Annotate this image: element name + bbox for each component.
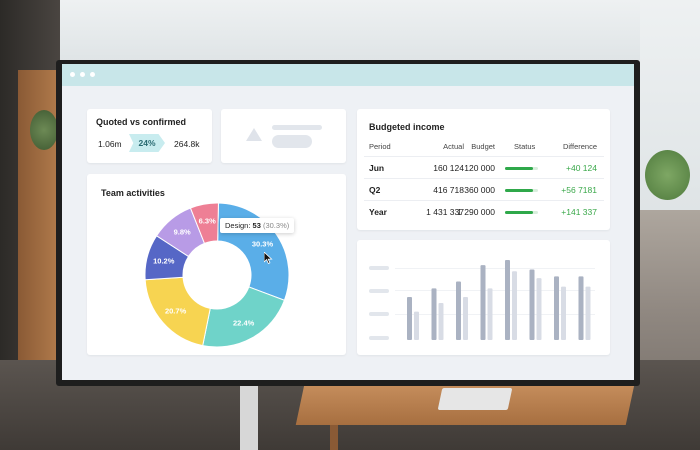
monitor-stand [240,385,258,450]
status-bar [505,189,538,192]
row-actual: 1 431 337 [426,207,464,217]
column-header-budget: Budget [471,142,495,151]
bar[interactable] [529,269,535,340]
donut-segment-label: 20.7% [164,306,187,316]
column-header-status: Status [514,142,536,151]
row-actual: 416 718 [433,185,464,195]
column-header-period: Period [369,142,391,151]
confirmed-value: 264.8k [174,139,200,149]
bar[interactable] [463,297,468,340]
donut-segment-label: 10.2% [153,256,175,266]
conversion-percent: 24% [138,138,156,148]
background-plant [30,110,58,150]
tooltip-value: 53 [252,221,261,230]
donut-segment-label: 22.4% [233,318,255,328]
status-fill [505,167,534,170]
bar[interactable] [480,265,486,340]
bar[interactable] [456,281,461,340]
table-divider [364,178,604,179]
bar[interactable] [561,286,566,340]
window-dot-icon[interactable] [90,72,95,77]
row-actual: 160 124 [433,163,464,173]
quoted-value: 1.06m [98,139,122,149]
row-budget: 1 290 000 [457,207,495,217]
donut-segment[interactable] [202,286,286,347]
placeholder-pill [272,135,312,148]
window-dot-icon[interactable] [80,72,85,77]
background-plant-right [645,150,690,200]
chart-tooltip: Design: 53 (30.3%) [220,218,295,233]
bar[interactable] [414,311,419,340]
quoted-vs-confirmed-title: Quoted vs confirmed [96,117,187,127]
y-axis-label-placeholder [369,312,389,316]
status-fill [505,189,534,192]
bar[interactable] [438,303,444,340]
bar-chart [407,260,591,340]
tooltip-percent: (30.3%) [262,221,290,230]
status-bar [505,211,538,214]
background-window [60,0,640,62]
conversion-chevron [129,134,165,152]
bar[interactable] [431,288,437,340]
column-header-difference: Difference [562,142,597,151]
bar[interactable] [505,260,510,340]
dashboard-screen: Quoted vs confirmed 1.06m 24% 264.8k Bud… [62,64,634,380]
row-budget: 120 000 [464,163,495,173]
row-difference: +40 124 [566,163,597,173]
keyboard [437,388,513,410]
row-period: Year [369,207,387,217]
bar[interactable] [407,297,412,340]
row-difference: +141 337 [561,207,597,217]
status-bar [505,167,538,170]
bar[interactable] [585,286,591,340]
y-axis-label-placeholder [369,289,389,293]
window-titlebar [62,64,634,86]
status-fill [505,211,534,214]
team-activities-title: Team activities [101,188,165,198]
triangle-icon [246,128,262,141]
desk-leg [330,425,338,450]
budgeted-income-card [357,109,610,230]
row-period: Jun [369,163,385,173]
mouse-cursor-icon [264,252,273,264]
window-dot-icon[interactable] [70,72,75,77]
row-period: Q2 [369,185,381,195]
table-divider [364,200,604,201]
row-budget: 360 000 [464,185,495,195]
donut-labels: 30.3% 22.4% 20.7% 10.2% 9.8% 6.3% [145,203,289,347]
bar[interactable] [554,276,559,340]
bar[interactable] [578,276,584,340]
donut-segment-label: 30.3% [251,239,274,249]
budgeted-income-title: Budgeted income [369,122,445,132]
column-header-actual: Actual [443,142,464,151]
bar[interactable] [512,271,517,340]
placeholder-line [272,125,322,130]
bar[interactable] [487,288,493,340]
row-difference: +56 7181 [561,185,597,195]
grid-line [395,314,595,315]
donut-segment-label: 9.8% [173,227,191,237]
bar[interactable] [536,278,542,340]
grid-line [395,268,595,269]
donut-segment[interactable] [189,203,219,245]
grid-line [395,290,595,291]
y-axis-label-placeholder [369,266,389,270]
tooltip-label: Design: [225,221,251,230]
y-axis-label-placeholder [369,336,389,340]
donut-segment-label: 6.3% [198,216,216,226]
table-divider [364,156,604,157]
